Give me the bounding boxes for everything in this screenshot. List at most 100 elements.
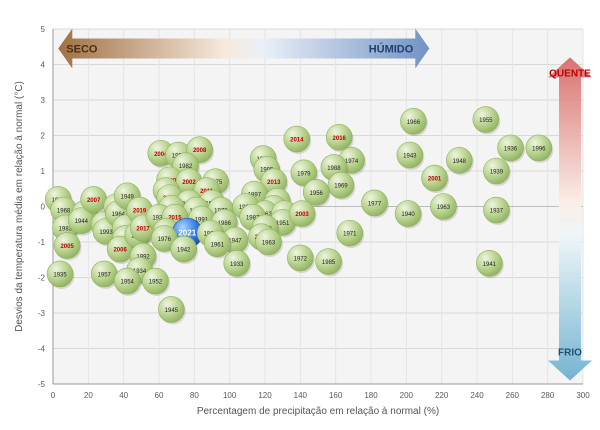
data-point-1937: 1937	[483, 196, 511, 226]
y-tick-label: 1	[41, 167, 46, 176]
point-label: 2019	[133, 209, 147, 215]
point-label: 1986	[218, 221, 232, 227]
y-tick-label: 4	[41, 61, 46, 70]
data-point-1972: 1972	[287, 244, 315, 273]
data-point-1956: 1956	[302, 179, 331, 208]
point-label: 1945	[165, 308, 179, 314]
data-point-1963: 1963	[255, 228, 284, 257]
x-tick-label: 160	[329, 391, 343, 400]
data-point-2005: 2005	[53, 232, 82, 261]
y-tick-label: -3	[38, 309, 46, 318]
point-label: 1947	[228, 239, 242, 245]
x-tick-label: 240	[470, 391, 484, 400]
data-point-1979: 1979	[290, 159, 319, 188]
bubble	[287, 244, 314, 272]
data-point-1936: 1936	[497, 134, 526, 163]
data-point-1948: 1948	[446, 147, 474, 176]
data-point-1971: 1971	[336, 219, 365, 249]
data-point-1942: 1942	[170, 235, 199, 265]
point-label: 1964	[112, 212, 126, 218]
point-label: 1939	[490, 170, 504, 176]
x-tick-label: 60	[155, 391, 164, 400]
x-tick-label: 0	[51, 391, 56, 400]
bubble	[327, 171, 355, 199]
point-label: 1988	[327, 166, 341, 172]
point-label: 1934	[133, 269, 147, 275]
y-tick-label: -5	[38, 380, 46, 389]
point-label: 1944	[75, 219, 89, 225]
point-label: 1996	[532, 146, 546, 152]
data-point-1933: 1933	[223, 249, 252, 279]
bubble	[472, 106, 500, 133]
point-label: 1941	[483, 262, 497, 268]
point-label: 2003	[295, 212, 309, 218]
x-tick-label: 200	[400, 391, 414, 400]
point-label: 2005	[60, 244, 74, 250]
hot-label: QUENTE	[549, 68, 591, 79]
data-point-1952: 1952	[142, 267, 170, 297]
point-label: 2006	[113, 248, 127, 254]
point-label: 1951	[276, 221, 290, 227]
point-label: 1993	[99, 230, 113, 236]
data-point-2006: 2006	[106, 235, 135, 265]
point-label: 1940	[401, 212, 415, 218]
data-point-1944: 1944	[67, 207, 96, 236]
point-label: 1976	[158, 237, 172, 243]
bubble	[483, 196, 510, 224]
bubble	[302, 179, 330, 206]
point-label: 1982	[179, 164, 193, 170]
point-label: 1977	[368, 201, 382, 207]
point-label: 2007	[87, 198, 101, 204]
data-point-2003: 2003	[288, 200, 317, 229]
x-axis-label: Percentagem de precipitação em relação à…	[197, 406, 439, 417]
point-label: 1957	[98, 272, 112, 278]
bubble	[255, 228, 282, 256]
y-tick-label: 3	[41, 96, 46, 105]
data-point-1935: 1935	[46, 260, 75, 289]
point-label: 1938	[152, 216, 166, 222]
point-label: 1933	[230, 262, 244, 268]
bubble	[361, 189, 388, 217]
point-label: 1991	[195, 217, 209, 223]
data-point-1985: 1985	[315, 248, 344, 277]
data-point-2007: 2007	[80, 186, 109, 215]
bubble	[142, 267, 169, 295]
bubble	[204, 230, 231, 258]
bubble	[288, 200, 316, 227]
data-point-1963: 1963	[430, 193, 458, 222]
x-tick-label: 300	[576, 391, 590, 400]
point-label: 1997	[248, 193, 262, 199]
point-label: 1942	[177, 248, 191, 254]
y-tick-label: 2	[41, 132, 46, 141]
point-label: 1955	[479, 118, 493, 124]
data-point-2001: 2001	[421, 164, 450, 194]
point-label: 1979	[297, 171, 311, 177]
bubble	[396, 141, 424, 169]
x-tick-label: 100	[223, 391, 237, 400]
point-label: 1935	[53, 272, 67, 278]
x-tick-label: 120	[258, 391, 272, 400]
data-point-1954: 1954	[113, 267, 142, 297]
data-point-1969: 1969	[327, 171, 356, 201]
point-label: 2021	[178, 229, 196, 238]
bubble	[476, 249, 503, 277]
point-label: 2008	[193, 148, 207, 154]
x-tick-label: 80	[190, 391, 199, 400]
point-label: 1963	[262, 241, 276, 247]
bubble	[325, 123, 353, 151]
point-label: 1963	[437, 205, 451, 211]
data-point-1961: 1961	[204, 230, 232, 259]
data-point-1966: 1966	[400, 108, 428, 137]
data-point-1941: 1941	[476, 249, 504, 279]
point-label: 1936	[504, 146, 518, 152]
bubble	[400, 108, 427, 135]
point-label: 2001	[428, 177, 442, 183]
point-label: 1956	[310, 191, 324, 197]
bubble	[158, 296, 185, 323]
point-label: 1937	[490, 209, 504, 215]
point-label: 1972	[294, 256, 308, 262]
data-point-1955: 1955	[472, 106, 501, 135]
y-axis-label: Desvios da temperatura média em relação …	[14, 81, 25, 332]
wet-label: HÚMIDO	[369, 43, 414, 56]
y-tick-label: -1	[38, 238, 46, 247]
